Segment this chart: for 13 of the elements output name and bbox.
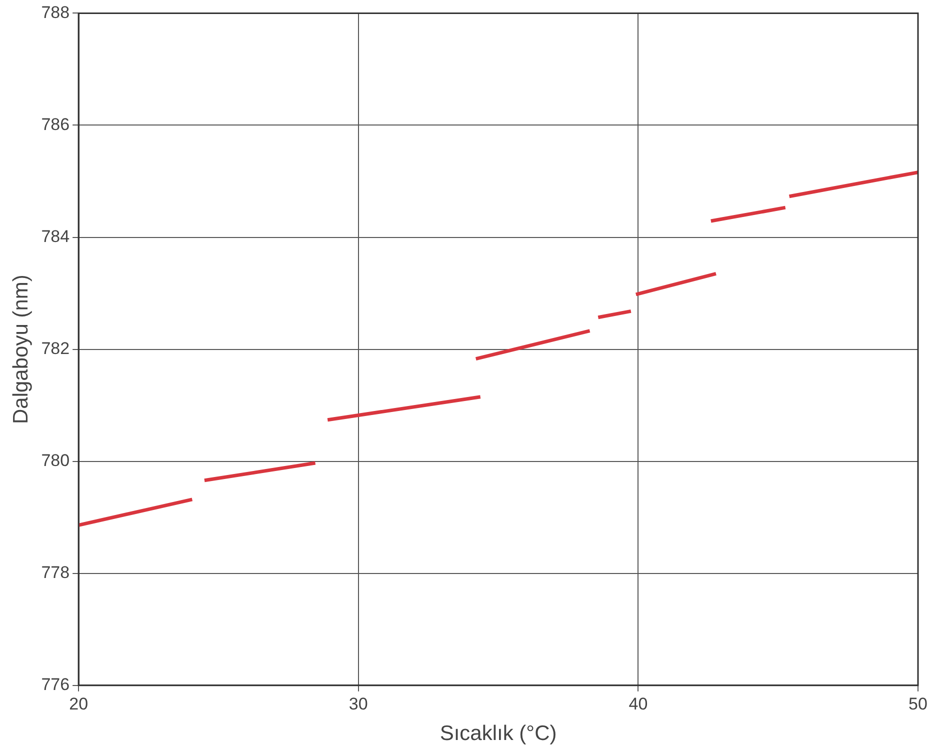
x-axis-title: Sıcaklık (°C) — [440, 722, 557, 746]
x-tick-label: 50 — [908, 694, 928, 714]
y-tick-label: 782 — [41, 338, 70, 358]
y-tick-label: 776 — [41, 675, 70, 694]
y-tick-label: 784 — [41, 226, 70, 246]
y-tick-label: 778 — [41, 563, 70, 582]
y-axis-title: Dalgaboyu (nm) — [9, 274, 32, 424]
y-tick-label: 780 — [41, 451, 70, 470]
y-tick-label: 786 — [41, 114, 70, 134]
x-tick-label: 40 — [628, 694, 648, 714]
x-tick-label: 20 — [69, 694, 88, 714]
x-tick-label: 30 — [348, 694, 368, 714]
y-tick-label: 788 — [41, 2, 70, 22]
